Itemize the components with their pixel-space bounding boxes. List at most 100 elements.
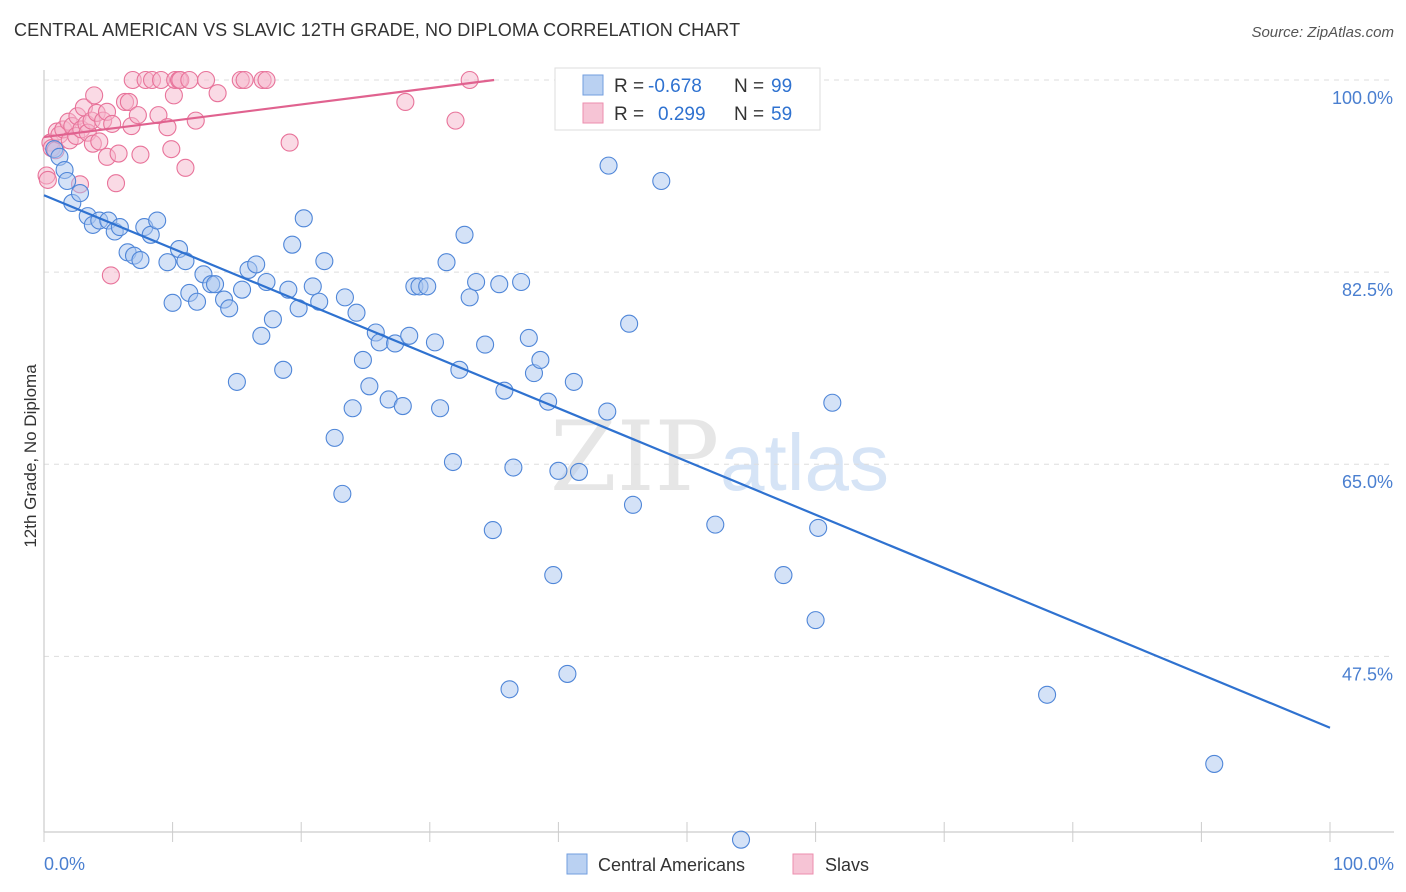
stats-legend: R = -0.678 N = 99 R = 0.299 N = 59 (554, 67, 821, 131)
central-americans-point (1038, 685, 1057, 704)
central-americans-point (476, 335, 495, 354)
central-americans-point (131, 250, 150, 270)
central-americans-point (353, 350, 372, 369)
central-americans-point (443, 452, 462, 472)
slavs-point (446, 111, 465, 130)
stats-r-label-pink: R = (614, 104, 644, 125)
axes (43, 70, 1394, 833)
central-americans-point (806, 611, 825, 630)
slavs-point (235, 70, 254, 90)
slavs-points (37, 70, 479, 285)
stats-n-value-blue: 99 (771, 76, 792, 97)
slavs-point (131, 145, 150, 164)
central-americans-point (315, 252, 334, 271)
central-americans-point (598, 402, 617, 421)
central-americans-points (45, 140, 1224, 849)
slavs-point (280, 133, 299, 152)
stats-swatch-pink (582, 102, 604, 124)
central-americans-point (274, 360, 293, 379)
central-americans-point (623, 495, 643, 514)
slavs-point (109, 144, 128, 163)
slavs-point (119, 92, 138, 112)
x-ticks (43, 822, 1331, 842)
trend-lines (43, 78, 1331, 729)
series-legend: Central Americans Slavs (566, 853, 869, 875)
legend-label-central-americans: Central Americans (598, 855, 745, 875)
stats-swatch-blue (582, 74, 604, 96)
central-americans-point (1205, 754, 1224, 773)
central-americans-point (252, 326, 271, 345)
stats-r-value-blue: -0.678 (648, 76, 702, 97)
central-americans-point (163, 293, 182, 312)
central-americans-point (303, 277, 322, 296)
central-americans-point (158, 253, 177, 272)
legend-label-slavs: Slavs (825, 855, 869, 875)
central-americans-point (569, 462, 589, 481)
legend-swatch-central-americans (566, 853, 588, 875)
central-americans-point (519, 328, 538, 348)
central-americans-point (343, 399, 362, 418)
y-tick-labels: 47.5% 65.0% 82.5% 100.0% (1332, 88, 1393, 684)
stats-n-label-blue: N = (734, 76, 764, 97)
slavs-point (180, 70, 199, 90)
watermark-zip: ZIP (550, 401, 719, 513)
central-americans-point (425, 333, 444, 352)
slavs-point (257, 70, 276, 90)
central-americans-point (620, 314, 639, 333)
slavs-point (85, 86, 104, 105)
slavs-point (162, 140, 181, 159)
central-americans-point (58, 171, 77, 191)
central-americans-point (393, 396, 412, 416)
stats-n-label-pink: N = (734, 104, 764, 125)
x-tick-label-end: 100.0% (1333, 854, 1394, 874)
central-americans-point (325, 428, 344, 447)
central-americans-point (599, 156, 618, 175)
grid-lines (44, 79, 1394, 657)
central-americans-point (731, 830, 751, 849)
slavs-point (164, 86, 183, 105)
stats-n-value-pink: 59 (771, 104, 792, 125)
central-americans-point (431, 399, 450, 418)
central-americans-point (490, 275, 509, 294)
central-americans-point (294, 209, 313, 228)
central-americans-point (652, 171, 671, 191)
x-tick-label-start: 0.0% (44, 854, 85, 874)
central-americans-point (823, 393, 842, 412)
slavs-point (196, 70, 216, 90)
slavs-point (101, 266, 120, 285)
y-tick-label: 82.5% (1342, 280, 1393, 300)
slavs-point (128, 106, 147, 125)
central-americans-point (148, 211, 167, 230)
y-tick-label: 47.5% (1342, 664, 1393, 684)
central-americans-point (549, 461, 568, 480)
slavs-point (460, 70, 479, 90)
central-americans-point (437, 253, 456, 272)
slavs-point (208, 84, 227, 103)
slavs-point (106, 174, 126, 193)
central-americans-point (347, 303, 366, 322)
central-americans-point (467, 272, 486, 292)
central-americans-point (500, 680, 519, 699)
central-americans-point (400, 326, 419, 345)
central-americans-point (495, 381, 514, 400)
central-americans-point (558, 664, 577, 683)
central-americans-point (176, 252, 195, 271)
central-americans-point (263, 310, 282, 329)
central-americans-point (335, 288, 354, 307)
central-americans-point (809, 518, 828, 537)
central-americans-point (531, 350, 550, 369)
central-americans-point (247, 255, 266, 274)
central-americans-point (504, 458, 523, 477)
central-americans-point (232, 280, 252, 299)
central-americans-point (220, 299, 239, 318)
central-americans-point (360, 377, 379, 396)
slavs-point (38, 170, 57, 189)
central-americans-point (706, 515, 725, 534)
central-americans-point (564, 372, 583, 391)
slavs-trend-line (43, 78, 495, 139)
central-americans-point (333, 484, 352, 503)
slavs-point (396, 92, 415, 112)
slavs-point (186, 111, 205, 130)
y-tick-label: 65.0% (1342, 472, 1393, 492)
